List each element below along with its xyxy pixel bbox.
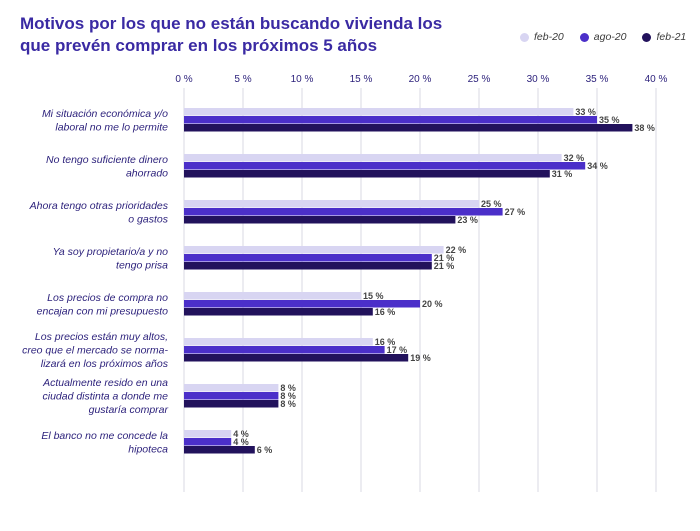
bar-feb-21 (184, 170, 550, 178)
bar-feb-21 (184, 216, 456, 224)
x-tick-label: 25 % (468, 74, 491, 85)
x-tick-label: 35 % (586, 74, 609, 85)
bar-feb-20 (184, 154, 562, 162)
legend-swatch-feb-21 (642, 32, 652, 42)
data-label: 4 % (233, 429, 249, 439)
bar-feb-20 (184, 384, 279, 392)
data-label: 21 % (434, 261, 455, 271)
data-label: 15 % (363, 291, 384, 301)
legend-swatch-feb-20 (520, 32, 529, 42)
bar-feb-21 (184, 400, 279, 408)
category-label: laboral no me lo permite (55, 121, 168, 133)
data-label: 23 % (457, 215, 478, 225)
bar-feb-21 (184, 446, 255, 454)
x-tick-label: 15 % (350, 74, 373, 85)
data-label: 21 % (434, 253, 455, 263)
data-label: 25 % (481, 199, 502, 209)
category-label: El banco no me concede la (41, 430, 168, 442)
category-label: Ya soy propietario/a y no (53, 246, 169, 258)
bar-ago-20 (184, 438, 232, 446)
bar-ago-20 (184, 116, 597, 124)
legend-item-feb-21: feb-21 (642, 31, 686, 43)
data-label: 38 % (634, 123, 655, 133)
bar-feb-20 (184, 338, 373, 346)
bar-feb-20 (184, 292, 361, 300)
legend-label-feb-21: feb-21 (656, 31, 687, 43)
category-label: ahorrado (126, 167, 168, 179)
legend: feb-20 ago-20 feb-21 (520, 31, 686, 43)
data-label: 35 % (599, 115, 620, 125)
data-label: 33 % (575, 107, 596, 117)
chart-title: Motivos por los que no están buscando vi… (20, 14, 443, 55)
category-label: hipoteca (128, 443, 168, 455)
category-label: tengo prisa (116, 259, 168, 271)
bar-ago-20 (184, 346, 385, 354)
bar-feb-20 (184, 430, 232, 438)
data-label: 32 % (564, 153, 585, 163)
category-label: gustaría comprar (89, 404, 169, 416)
x-tick-label: 5 % (234, 74, 251, 85)
bar-feb-20 (184, 108, 574, 116)
bar-ago-20 (184, 162, 586, 170)
x-tick-label: 0 % (175, 74, 192, 85)
category-label: Actualmente resido en una (42, 377, 168, 389)
bar-feb-20 (184, 200, 479, 208)
data-label: 8 % (280, 391, 296, 401)
legend-item-feb-20: feb-20 (520, 31, 564, 43)
data-label: 34 % (587, 161, 608, 171)
legend-label-ago-20: ago-20 (593, 31, 627, 43)
data-label: 17 % (387, 345, 408, 355)
category-label: o gastos (128, 213, 168, 225)
category-label: Mi situación económica y/o (42, 108, 168, 120)
data-label: 27 % (505, 207, 526, 217)
category-label: Los precios están muy altos, (35, 331, 168, 343)
data-label: 16 % (375, 307, 396, 317)
bar-feb-21 (184, 262, 432, 270)
bar-feb-21 (184, 308, 373, 316)
legend-swatch-ago-20 (579, 32, 589, 42)
legend-label-feb-20: feb-20 (534, 31, 564, 43)
data-label: 31 % (552, 169, 573, 179)
bar-ago-20 (184, 254, 432, 262)
category-label: Los precios de compra no (47, 292, 168, 304)
bar-ago-20 (184, 208, 503, 216)
x-tick-label: 10 % (291, 74, 314, 85)
category-label: creo que el mercado se norma- (22, 345, 168, 357)
data-label: 4 % (233, 437, 249, 447)
data-label: 16 % (375, 337, 396, 347)
data-label: 8 % (280, 383, 296, 393)
data-label: 20 % (422, 299, 443, 309)
bar-feb-20 (184, 246, 444, 254)
bar-ago-20 (184, 392, 279, 400)
data-label: 22 % (446, 245, 467, 255)
category-label: No tengo suficiente dinero (46, 154, 168, 166)
category-label: Ahora tengo otras prioridades (29, 200, 169, 212)
data-label: 19 % (410, 353, 431, 363)
legend-item-ago-20: ago-20 (579, 31, 627, 43)
data-label: 8 % (280, 399, 296, 409)
bar-ago-20 (184, 300, 420, 308)
category-label: encajan con mi presupuesto (37, 305, 168, 317)
x-tick-label: 30 % (527, 74, 550, 85)
data-label: 6 % (257, 445, 273, 455)
bar-feb-21 (184, 354, 409, 362)
category-label: lizará en los próximos años (41, 358, 169, 370)
bar-feb-21 (184, 124, 633, 132)
x-tick-label: 40 % (645, 74, 668, 85)
category-label: ciudad distinta a donde me (42, 391, 168, 403)
x-tick-label: 20 % (409, 74, 432, 85)
